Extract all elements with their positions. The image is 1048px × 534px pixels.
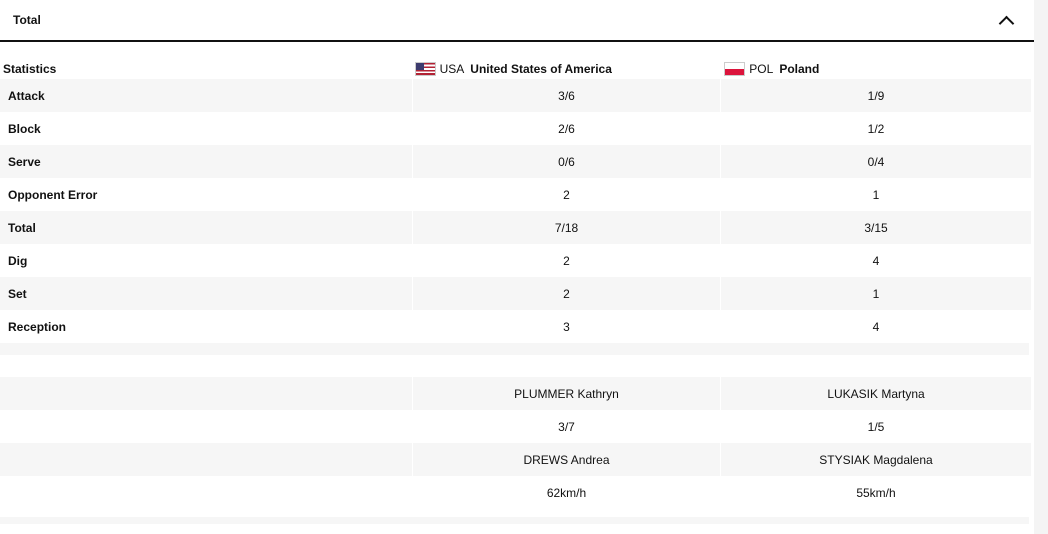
table-row: Total 7/18 3/15 bbox=[0, 211, 1034, 244]
player-name-pol: STYSIAK Magdalena bbox=[721, 443, 1031, 476]
stat-label: Set bbox=[0, 277, 412, 310]
stat-value-pol: 1/9 bbox=[721, 79, 1031, 112]
statistics-label: Statistics bbox=[3, 62, 57, 76]
table-row: Serve 0/6 0/4 bbox=[0, 145, 1034, 178]
table-row: PLUMMER Kathryn LUKASIK Martyna bbox=[0, 377, 1034, 410]
team-name: United States of America bbox=[470, 62, 612, 76]
table-row: Block 2/6 1/2 bbox=[0, 112, 1034, 145]
player-name-usa: DREWS Andrea bbox=[413, 443, 720, 476]
team-code: POL bbox=[749, 62, 774, 76]
player-row-label bbox=[0, 377, 412, 410]
stat-value-usa: 2/6 bbox=[558, 121, 575, 136]
stat-value-usa: 3/6 bbox=[413, 79, 720, 112]
player-row-label bbox=[0, 476, 412, 509]
chevron-up-icon[interactable] bbox=[998, 15, 1015, 31]
player-row-label bbox=[0, 410, 412, 443]
section-title: Total bbox=[13, 13, 41, 27]
stat-value-pol: 1 bbox=[721, 277, 1031, 310]
stat-value-usa: 2 bbox=[563, 253, 570, 268]
stat-label: Total bbox=[0, 211, 412, 244]
players-table: PLUMMER Kathryn LUKASIK Martyna 3/7 1/5 … bbox=[0, 377, 1034, 509]
stat-label: Block bbox=[8, 121, 41, 136]
section-header[interactable]: Total bbox=[0, 0, 1034, 42]
us-flag-icon bbox=[414, 62, 436, 76]
player-name-usa: PLUMMER Kathryn bbox=[413, 377, 720, 410]
team-pol-header: POL Poland bbox=[721, 62, 1034, 76]
stat-value-usa: 0/6 bbox=[413, 145, 720, 178]
serve-speed-pol: 55km/h bbox=[856, 485, 896, 500]
table-row: 62km/h 55km/h bbox=[0, 476, 1034, 509]
player-name-pol: LUKASIK Martyna bbox=[721, 377, 1031, 410]
stat-label: Opponent Error bbox=[8, 187, 98, 202]
player-value-usa: 3/7 bbox=[558, 419, 575, 434]
scrollbar-track[interactable] bbox=[1034, 0, 1048, 534]
team-code: USA bbox=[439, 62, 465, 76]
stat-label: Attack bbox=[0, 79, 412, 112]
stats-table-header: Statistics USA United States of America … bbox=[0, 42, 1034, 79]
stat-label: Serve bbox=[0, 145, 412, 178]
stat-value-usa: 3 bbox=[563, 319, 570, 334]
stat-value-usa: 2 bbox=[563, 187, 570, 202]
stat-value-pol: 1 bbox=[872, 187, 880, 202]
table-row: Set 2 1 bbox=[0, 277, 1034, 310]
stat-value-pol: 0/4 bbox=[721, 145, 1031, 178]
stat-value-pol: 1/2 bbox=[867, 121, 885, 136]
table-row: Reception 3 4 bbox=[0, 310, 1034, 343]
section-divider bbox=[0, 343, 1029, 355]
pl-flag-icon bbox=[724, 62, 746, 76]
stat-value-usa: 7/18 bbox=[413, 211, 720, 244]
table-row: 3/7 1/5 bbox=[0, 410, 1034, 443]
serve-speed-usa: 62km/h bbox=[546, 485, 587, 500]
team-usa-header: USA United States of America bbox=[412, 62, 722, 76]
player-row-label bbox=[0, 443, 412, 476]
table-row: Attack 3/6 1/9 bbox=[0, 79, 1034, 112]
stat-value-pol: 3/15 bbox=[721, 211, 1031, 244]
stat-label: Reception bbox=[8, 319, 67, 334]
table-row: Opponent Error 2 1 bbox=[0, 178, 1034, 211]
team-name: Poland bbox=[779, 62, 820, 76]
stat-label: Dig bbox=[8, 253, 28, 268]
stat-value-usa: 2 bbox=[413, 277, 720, 310]
stat-value-pol: 4 bbox=[872, 253, 880, 268]
section-divider bbox=[0, 517, 1029, 524]
player-value-pol: 1/5 bbox=[867, 419, 885, 434]
stat-value-pol: 4 bbox=[872, 319, 880, 334]
stats-table: Attack 3/6 1/9 Block 2/6 1/2 Serve 0/6 0… bbox=[0, 79, 1034, 343]
table-row: Dig 2 4 bbox=[0, 244, 1034, 277]
table-row: DREWS Andrea STYSIAK Magdalena bbox=[0, 443, 1034, 476]
